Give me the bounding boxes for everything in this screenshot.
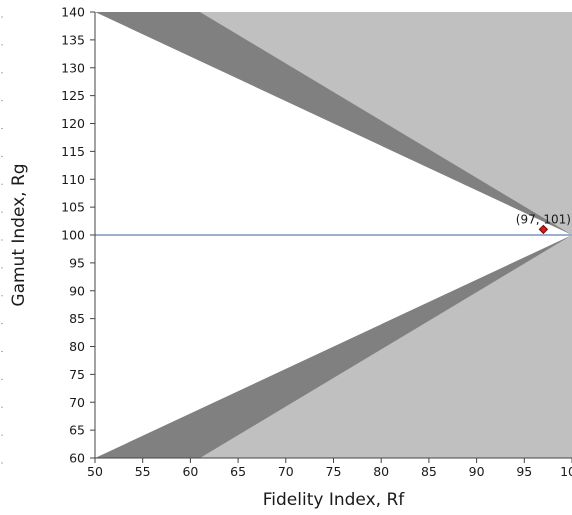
x-axis-title: Fidelity Index, Rf <box>263 490 406 510</box>
y-tick-label: 120 <box>61 116 85 131</box>
y-tick-label: 85 <box>69 311 85 326</box>
y-axis-title: Gamut Index, Rg <box>9 163 29 306</box>
data-point-label: (97, 101) <box>516 212 571 226</box>
tick-labels: 50 55 60 65 70 75 80 85 90 95 100 60 65 70 75 80 85 90 95 1… <box>1 5 572 479</box>
y-tick-label: 140 <box>61 5 85 20</box>
y-tick-label: 110 <box>61 172 85 187</box>
y-tick-label: 80 <box>69 339 85 354</box>
x-tick-label: 55 <box>135 464 151 479</box>
data-point-marker <box>538 224 549 235</box>
y-tick-label: 115 <box>61 144 85 159</box>
x-tick-label: 50 <box>87 464 103 479</box>
x-tick-label: 75 <box>326 464 342 479</box>
x-tick-label: 70 <box>278 464 294 479</box>
y-tick-label: 95 <box>69 255 85 270</box>
y-tick-label: 130 <box>61 60 85 75</box>
y-tick-label: 135 <box>61 32 85 47</box>
y-tick-label: 75 <box>69 367 85 382</box>
x-tick-label: 100 <box>560 464 572 479</box>
y-tick-label: 100 <box>61 228 85 243</box>
y-tick-label: 105 <box>61 200 85 215</box>
x-tick-label: 80 <box>373 464 389 479</box>
y-tick-label: 60 <box>69 451 85 466</box>
y-tick-label: 65 <box>69 423 85 438</box>
x-tick-label: 85 <box>421 464 437 479</box>
y-tick-label: 70 <box>69 395 85 410</box>
y-tick-label: 125 <box>61 88 85 103</box>
x-tick-label: 60 <box>182 464 198 479</box>
x-tick-label: 65 <box>230 464 246 479</box>
data-points: (97, 101) <box>516 212 571 235</box>
x-tick-label: 90 <box>469 464 485 479</box>
y-tick-label: 90 <box>69 283 85 298</box>
x-tick-label: 95 <box>516 464 532 479</box>
